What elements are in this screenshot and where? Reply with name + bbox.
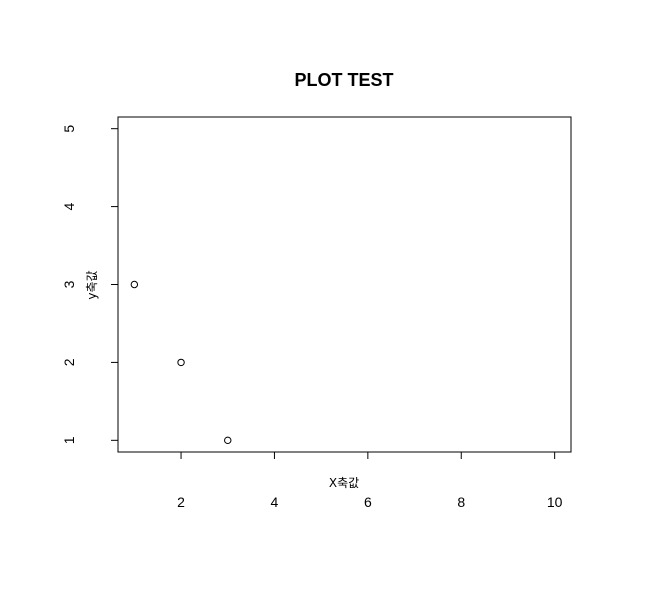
data-point bbox=[130, 280, 139, 289]
x-tick-label: 8 bbox=[457, 494, 465, 510]
y-tick-label: 4 bbox=[61, 202, 77, 210]
chart-title: PLOT TEST bbox=[295, 70, 394, 90]
data-points bbox=[130, 280, 232, 445]
y-tick-label: 3 bbox=[61, 280, 77, 288]
x-axis: 2 4 6 8 10 bbox=[177, 451, 563, 510]
x-tick-label: 2 bbox=[177, 494, 185, 510]
data-point bbox=[177, 358, 185, 367]
y-axis: 1 2 3 4 5 bbox=[61, 125, 119, 444]
x-axis-label: X축값 bbox=[329, 476, 359, 490]
y-tick-label: 2 bbox=[61, 358, 77, 366]
x-tick-label: 4 bbox=[271, 494, 279, 510]
y-tick-label: 1 bbox=[61, 436, 77, 444]
y-axis-label: y축값 bbox=[85, 270, 99, 299]
x-tick-label: 10 bbox=[547, 494, 563, 510]
y-tick-label: 5 bbox=[61, 125, 77, 133]
data-point bbox=[224, 436, 232, 445]
x-tick-label: 6 bbox=[364, 494, 372, 510]
plot-frame bbox=[117, 116, 572, 453]
